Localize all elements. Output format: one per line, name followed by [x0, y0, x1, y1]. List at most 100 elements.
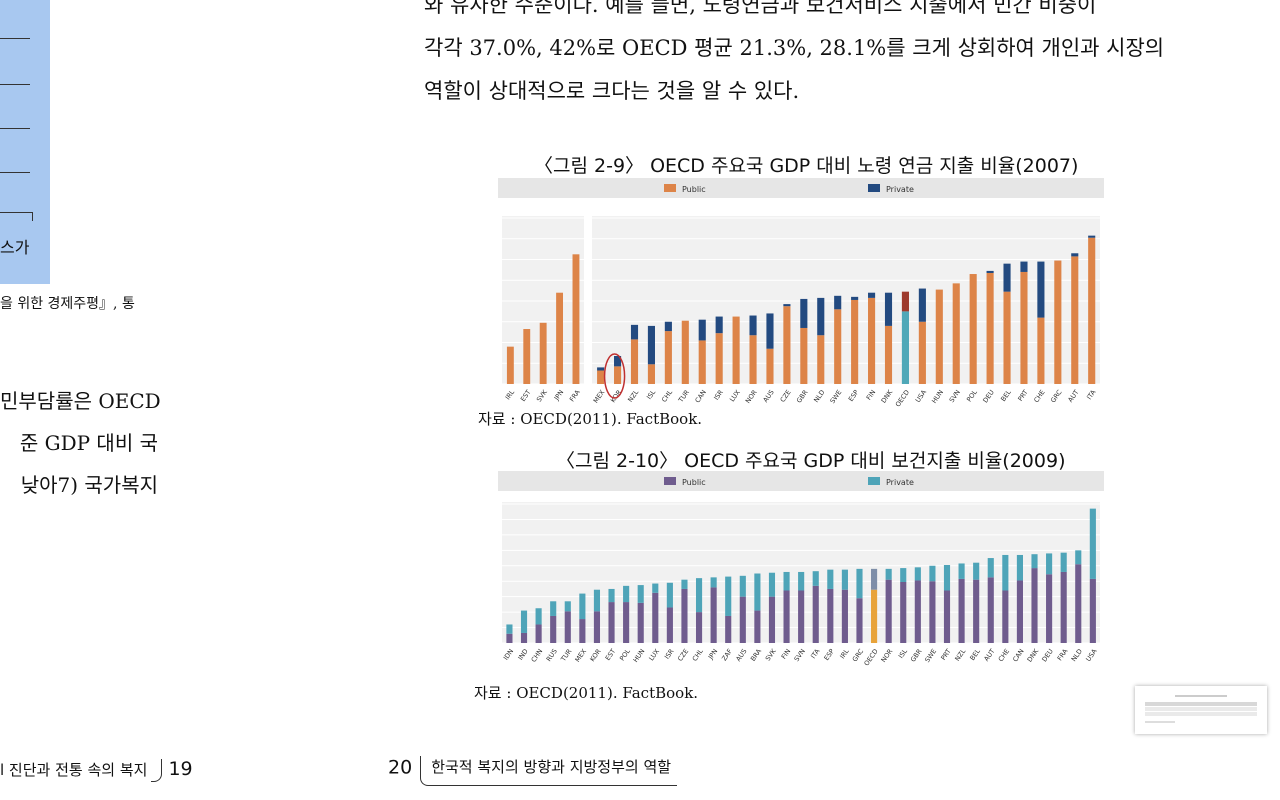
x-tick-label: CZE: [779, 388, 793, 403]
bar-public-prt: [943, 590, 951, 643]
x-tick-label: HUN: [632, 647, 647, 664]
bar-public-esp: [851, 299, 859, 384]
bar-private-cze: [783, 304, 791, 307]
bar-private-isr: [666, 582, 673, 608]
x-tick-label: JPN: [552, 388, 565, 402]
x-tick-label: CHE: [1032, 388, 1046, 404]
x-tick-label: SVK: [535, 388, 549, 404]
legend-label-private: Private: [886, 185, 914, 194]
x-tick-label: CZE: [676, 647, 690, 662]
bar-public-can: [698, 340, 706, 384]
bar-private-dnk: [1031, 554, 1038, 569]
bar-public-bra: [754, 610, 761, 643]
bar-public-usa: [1089, 578, 1096, 643]
bar-private-pol: [623, 585, 630, 603]
x-tick-label: BRA: [749, 647, 763, 663]
bar-private-prt: [1020, 261, 1028, 272]
x-tick-label: AUT: [982, 647, 996, 662]
x-tick-label: IND: [516, 647, 529, 661]
bar-public-fin: [868, 297, 876, 384]
x-tick-label: IDN: [502, 647, 515, 661]
bar-public-dnk: [884, 325, 893, 384]
bar-private-mex: [579, 593, 586, 620]
x-tick-label: IRL: [838, 647, 851, 660]
x-tick-label: FIN: [865, 388, 878, 401]
figure-title: 〈그림 2-9〉 OECD 주요국 GDP 대비 노령 연금 지출 비율(200…: [534, 155, 1079, 177]
x-tick-label: DEU: [981, 388, 996, 404]
bar-private-cze: [681, 579, 688, 589]
bar-public-gbr: [800, 327, 808, 384]
footer-title: l 진단과 전통 속의 복지: [0, 761, 148, 779]
x-tick-label: DNK: [880, 388, 895, 405]
bar-private-idn: [506, 624, 513, 634]
bar-private-bel: [1003, 263, 1011, 292]
bar-public-isl: [647, 364, 655, 384]
divider: [0, 172, 30, 173]
bar-public-grc: [856, 598, 863, 643]
bar-public-pol: [969, 274, 977, 384]
x-tick-label: SWE: [828, 388, 843, 405]
bar-public-isr: [715, 333, 723, 384]
page-thumbnail[interactable]: [1135, 686, 1267, 734]
bar-private-fin: [783, 571, 790, 591]
bar-public-lux: [732, 316, 740, 384]
x-tick-label: CAN: [1011, 647, 1026, 663]
x-tick-label: CHE: [997, 647, 1011, 663]
bar-public-est: [523, 329, 531, 384]
bar-public-hun: [637, 602, 644, 643]
legend-swatch-private: [868, 184, 880, 192]
bar-public-oecd: [871, 589, 878, 643]
bar-private-dnk: [884, 292, 893, 326]
bar-private-nld: [817, 297, 825, 336]
bar-private-est: [608, 588, 615, 603]
bar-public-nor: [885, 579, 892, 643]
bar-private-svn: [798, 571, 805, 591]
x-tick-label: MEX: [592, 388, 607, 405]
x-tick-label: POL: [618, 647, 632, 662]
x-tick-label: MEX: [573, 647, 588, 664]
bar-public-bel: [1003, 291, 1011, 384]
x-tick-label: RUS: [545, 647, 559, 663]
bar-private-oecd: [871, 568, 878, 590]
legend-label-public: Public: [682, 185, 706, 194]
bar-public-deu: [1046, 574, 1053, 643]
bar-private-prt: [943, 565, 951, 591]
text-line: 준 GDP 대비 국: [19, 431, 158, 455]
bar-private-kor: [593, 589, 601, 612]
bar-public-mex: [597, 370, 605, 384]
x-tick-label: SWE: [923, 647, 938, 664]
x-tick-label: ESP: [823, 647, 837, 662]
footnote: 을 위한 경제주평』, 통: [0, 296, 135, 312]
bar-private-hun: [637, 585, 644, 603]
bar-private-gbr: [800, 298, 808, 328]
page-number: 20: [388, 756, 413, 779]
right-footer: 20 한국적 복지의 방향과 지방정부의 역할: [388, 756, 678, 786]
bar-public-svn: [952, 283, 960, 384]
bar-private-tur: [564, 601, 571, 612]
left-footer: l 진단과 전통 속의 복지 19: [0, 758, 193, 782]
bar-private-oecd: [901, 291, 909, 312]
bar-private-che: [1002, 554, 1009, 591]
bar-public-oecd: [901, 311, 909, 384]
x-tick-label: SVK: [764, 647, 778, 663]
bar-public-nld: [1075, 564, 1082, 643]
legend-bar: [498, 178, 1104, 198]
x-tick-label: ITA: [809, 647, 822, 660]
x-tick-label: CHL: [660, 388, 674, 404]
x-tick-label: CHL: [691, 647, 705, 663]
bar-public-mex: [579, 619, 586, 643]
legend-label-private: Private: [886, 478, 914, 487]
legend-swatch-public: [664, 184, 676, 192]
bar-public-cze: [783, 306, 791, 384]
bar-private-nzl: [630, 324, 639, 340]
bar-private-usa: [1089, 508, 1096, 579]
bar-public-tur: [564, 611, 571, 643]
x-tick-label: LUX: [728, 388, 742, 403]
x-tick-label: NZL: [953, 647, 967, 662]
x-tick-label: KOR: [588, 647, 603, 663]
bar-public-svk: [539, 322, 547, 384]
left-body-text: 민부담률은 OECD 준 GDP 대비 국 낮아7) 국가복지: [0, 380, 161, 506]
bar-public-fin: [783, 590, 790, 643]
bar-private-swe: [929, 565, 936, 582]
x-tick-label: AUS: [734, 647, 748, 663]
